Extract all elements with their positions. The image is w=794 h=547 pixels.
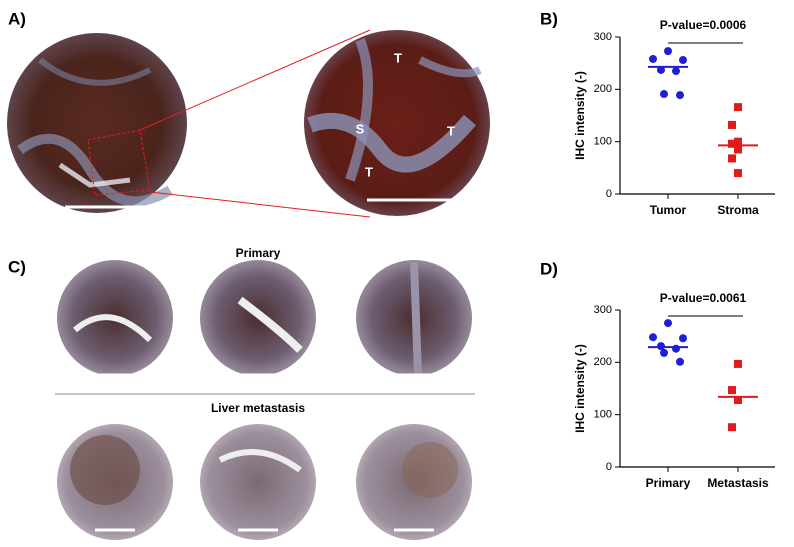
data-point xyxy=(660,348,668,357)
y-tick-label: 0 xyxy=(606,188,612,200)
x-tick-label: Stroma xyxy=(717,203,759,217)
data-point xyxy=(649,54,657,63)
panel-label: C) xyxy=(8,257,26,276)
data-point xyxy=(664,47,672,56)
data-point xyxy=(672,344,680,353)
data-point xyxy=(672,67,680,76)
data-point xyxy=(676,357,684,366)
data-point xyxy=(734,145,742,154)
data-point xyxy=(649,333,657,342)
data-point xyxy=(734,359,742,368)
y-tick-label: 300 xyxy=(594,304,612,316)
data-point xyxy=(657,342,665,351)
data-point xyxy=(728,423,736,432)
data-point xyxy=(734,169,742,178)
y-tick-label: 0 xyxy=(606,461,612,473)
data-point xyxy=(728,139,736,148)
section-label: Liver metastasis xyxy=(211,401,305,415)
zoom-line xyxy=(139,29,371,131)
data-point xyxy=(728,120,736,129)
y-tick-label: 200 xyxy=(594,83,612,95)
panel-label: A) xyxy=(8,9,26,28)
zoom-line xyxy=(149,191,371,218)
y-tick-label: 100 xyxy=(594,409,612,421)
x-tick-label: Primary xyxy=(646,476,691,490)
panel-label: D) xyxy=(540,259,558,278)
data-point xyxy=(679,334,687,343)
y-tick-label: 200 xyxy=(594,356,612,368)
region-label: S xyxy=(356,121,365,136)
data-point xyxy=(734,103,742,112)
region-label: T xyxy=(447,123,455,138)
data-point xyxy=(664,319,672,328)
data-point xyxy=(679,56,687,65)
y-axis-label: IHC intensity (-) xyxy=(573,71,587,160)
data-point xyxy=(657,65,665,74)
data-point xyxy=(728,154,736,163)
data-point xyxy=(676,91,684,100)
y-tick-label: 300 xyxy=(594,31,612,43)
p-value: P-value=0.0061 xyxy=(660,291,747,305)
tissue-image-a xyxy=(7,33,187,213)
x-tick-label: Metastasis xyxy=(707,476,769,490)
section-label: Primary xyxy=(236,246,281,260)
region-label: T xyxy=(365,164,373,179)
data-point xyxy=(660,90,668,99)
tissue-images-metastasis xyxy=(57,424,472,540)
tissue-images-primary xyxy=(57,260,472,377)
panel-label: B) xyxy=(540,9,558,28)
y-axis-label: IHC intensity (-) xyxy=(573,344,587,433)
data-point xyxy=(734,396,742,405)
tissue-image-zoom xyxy=(304,30,490,216)
data-point xyxy=(734,137,742,146)
data-point xyxy=(728,386,736,395)
x-tick-label: Tumor xyxy=(650,203,687,217)
y-tick-label: 100 xyxy=(594,136,612,148)
p-value: P-value=0.0006 xyxy=(660,18,747,32)
region-label: T xyxy=(394,50,402,65)
